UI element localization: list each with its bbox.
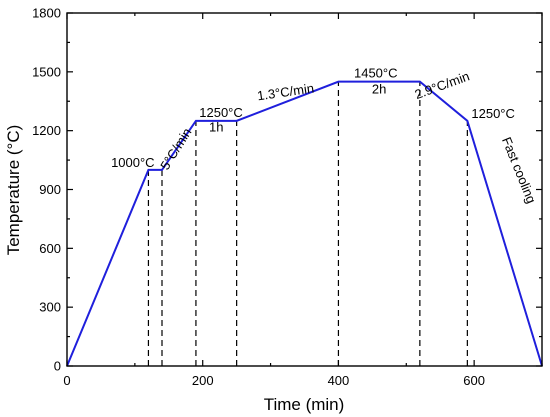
annotation-label: Fast cooling <box>499 135 539 206</box>
y-tick-label: 300 <box>39 300 61 315</box>
annotation-label: 2h <box>372 81 386 96</box>
axes: 0 200 400 600 0 300 600 900 1200 1500 1800 <box>32 6 543 388</box>
y-tick-label: 900 <box>39 182 61 197</box>
annotation-label: 5°C/min <box>157 125 194 172</box>
y-tick-label: 600 <box>39 241 61 256</box>
annotation-label: 1.3°C/min <box>256 80 315 103</box>
plot-frame <box>66 12 543 367</box>
y-tick-label: 1800 <box>32 6 61 21</box>
x-tick-label: 200 <box>192 373 214 388</box>
dashed-guides <box>147 81 468 366</box>
temperature-series-line <box>66 80 543 367</box>
y-tick-label: 1200 <box>32 123 61 138</box>
x-tick-label: 0 <box>63 373 70 388</box>
x-tick-label: 600 <box>463 373 485 388</box>
annotation-label: 2.9°C/min <box>413 68 472 102</box>
y-tick-label: 1500 <box>32 64 61 79</box>
annotation-label: 1250°C <box>199 105 243 120</box>
annotation-label: 1450°C <box>354 66 398 81</box>
annotation-label: 1h <box>209 120 223 135</box>
x-axis-title: Time (min) <box>264 395 345 414</box>
y-axis-title: Temperature (°C) <box>4 125 23 256</box>
annotation-label: 1250°C <box>471 106 515 121</box>
series-layer <box>66 80 543 367</box>
x-tick-label: 400 <box>328 373 350 388</box>
annotation-label: 1000°C <box>111 155 155 170</box>
y-tick-label: 0 <box>54 359 61 374</box>
